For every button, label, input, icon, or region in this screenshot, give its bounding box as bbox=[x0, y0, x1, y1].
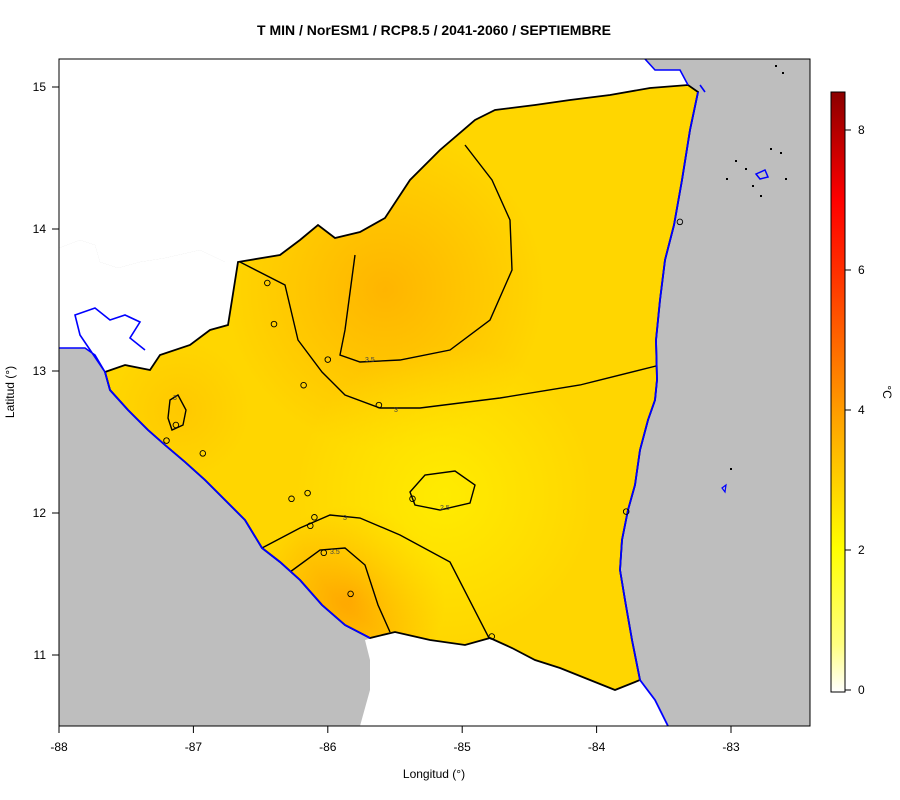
x-tick-label: -83 bbox=[722, 740, 740, 754]
station-marker bbox=[622, 508, 630, 515]
color-bar-unit: °C bbox=[880, 385, 894, 399]
northern-neighbor-coast bbox=[644, 59, 706, 93]
x-axis-label: Longitud (°) bbox=[403, 767, 465, 781]
contour-line bbox=[339, 144, 513, 363]
northern-neighbor-region bbox=[59, 240, 238, 372]
color-bar-tick: 6 bbox=[858, 263, 865, 277]
x-tick-label: -85 bbox=[454, 740, 472, 754]
southern-neighbor-region bbox=[360, 632, 668, 726]
x-axis: -88 -87 -86 -85 -84 -83 Longitud (°) bbox=[50, 725, 740, 781]
station-marker bbox=[320, 549, 328, 557]
contour-label: 3 bbox=[343, 515, 347, 522]
color-bar-tick: 0 bbox=[858, 683, 865, 697]
y-axis-label: Latitud (°) bbox=[3, 366, 17, 418]
station-marker bbox=[375, 401, 383, 409]
y-tick-label: 14 bbox=[33, 222, 47, 236]
station-marker bbox=[300, 381, 307, 389]
map-plot-area: 3 3.5 3 2.5 3 3.5 bbox=[59, 59, 810, 726]
x-tick-label: -86 bbox=[319, 740, 337, 754]
small-island bbox=[721, 483, 727, 494]
contour-label: 3 bbox=[173, 395, 177, 402]
station-marker bbox=[264, 279, 271, 287]
station-marker bbox=[409, 495, 416, 503]
station-marker bbox=[199, 450, 207, 457]
station-markers bbox=[163, 218, 684, 640]
contour-line bbox=[239, 261, 661, 409]
contour-line bbox=[409, 470, 476, 511]
plot-title: T MIN / NorESM1 / RCP8.5 / 2041-2060 / S… bbox=[257, 22, 611, 38]
x-tick-label: -87 bbox=[185, 740, 203, 754]
northern-neighbor-upper bbox=[59, 59, 688, 268]
station-marker bbox=[324, 356, 332, 363]
color-bar bbox=[830, 91, 846, 693]
caribbean-coastline bbox=[619, 91, 699, 726]
contour-line bbox=[261, 514, 491, 641]
x-tick-label: -88 bbox=[50, 740, 68, 754]
station-marker bbox=[270, 320, 278, 328]
pacific-coastline bbox=[104, 371, 371, 639]
corn-island bbox=[754, 169, 770, 180]
color-bar-tick: 4 bbox=[858, 403, 865, 417]
contour-line bbox=[167, 394, 187, 431]
y-tick-label: 15 bbox=[33, 80, 47, 94]
gulf-of-fonseca-outline bbox=[59, 307, 146, 373]
color-bar-legend: 8 6 4 2 0 °C bbox=[830, 91, 894, 697]
station-marker bbox=[307, 522, 314, 530]
x-tick-label: -84 bbox=[588, 740, 606, 754]
station-marker bbox=[172, 421, 180, 429]
contour-label: 3 bbox=[394, 407, 398, 414]
station-marker bbox=[676, 218, 684, 226]
islands bbox=[726, 65, 787, 470]
y-tick-label: 12 bbox=[33, 506, 47, 520]
station-marker bbox=[163, 437, 170, 444]
color-bar-tick: 2 bbox=[858, 543, 865, 557]
station-marker bbox=[288, 495, 295, 503]
contour-label: 3.5 bbox=[365, 357, 375, 364]
station-marker bbox=[488, 633, 496, 640]
color-bar-tick: 8 bbox=[858, 123, 865, 137]
contour-labels: 3 3.5 3 2.5 3 3.5 bbox=[173, 357, 450, 556]
contour-label: 3.5 bbox=[330, 549, 340, 556]
station-marker bbox=[311, 514, 318, 521]
y-tick-label: 11 bbox=[34, 648, 47, 662]
station-marker bbox=[304, 489, 311, 497]
contour-line bbox=[289, 547, 391, 633]
station-marker bbox=[347, 590, 354, 598]
y-axis: 15 14 13 12 11 Latitud (°) bbox=[3, 80, 60, 662]
contour-label: 2.5 bbox=[440, 505, 450, 512]
y-tick-label: 13 bbox=[33, 364, 47, 378]
